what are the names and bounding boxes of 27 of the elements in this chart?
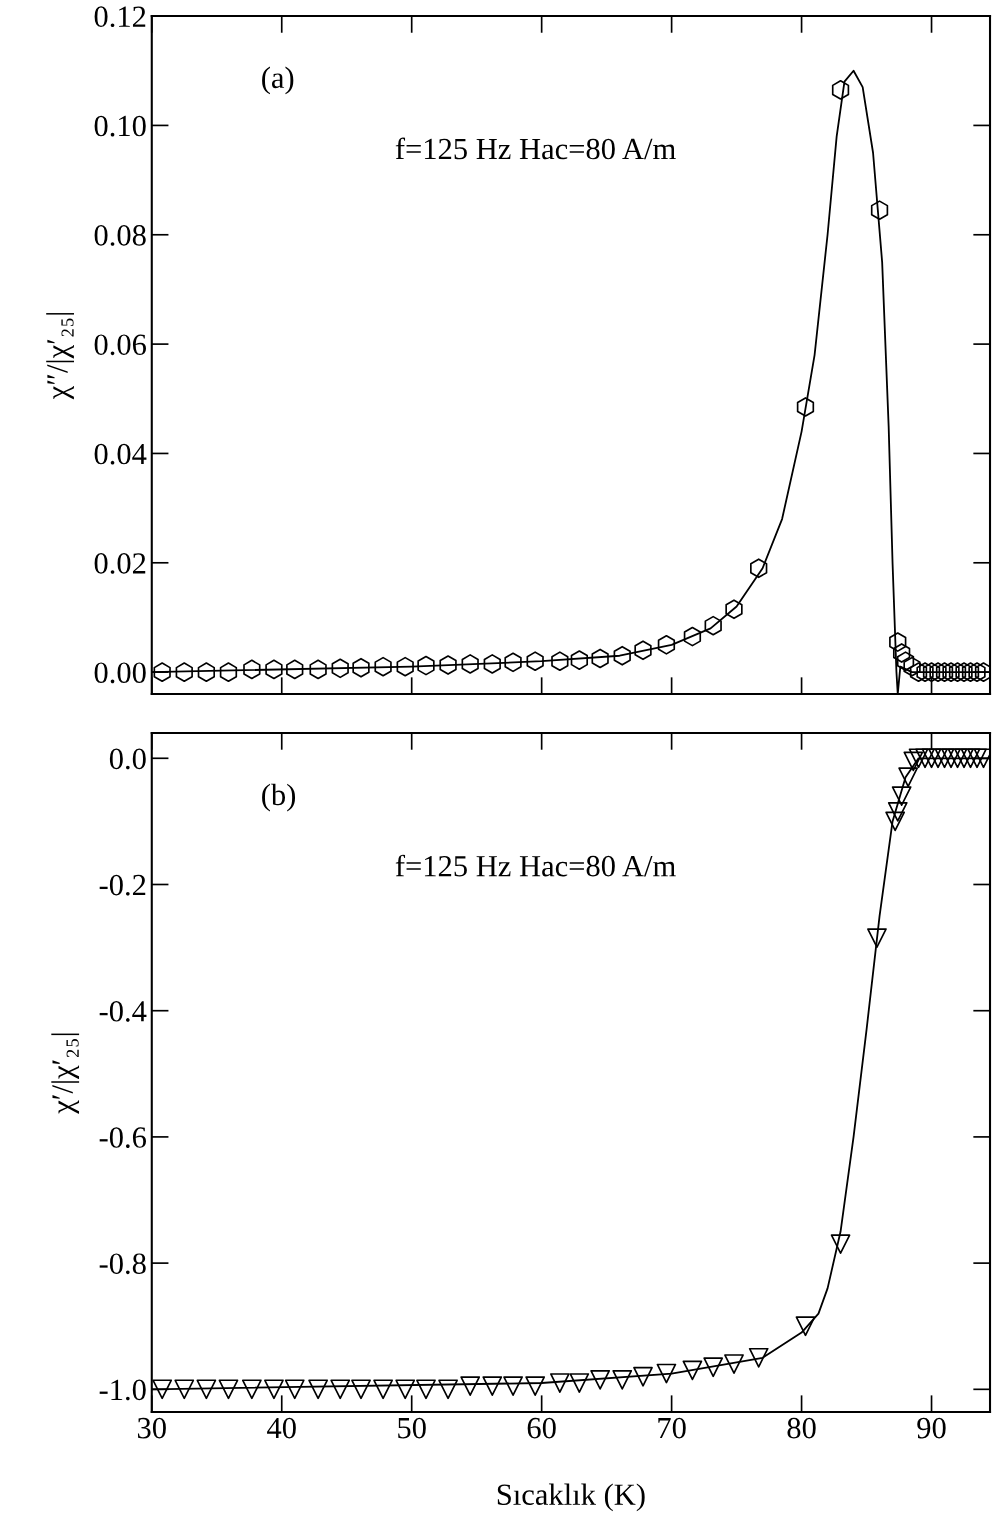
annotation: (b) [262,783,296,812]
annotation: (a) [262,66,294,95]
y-tick-label: 0.04 [94,443,147,465]
y-tick-label: -0.2 [99,874,146,896]
x-tick-label: 80 [787,1417,816,1439]
x-tick-label: 40 [267,1417,296,1439]
y-tick-label: -1.0 [99,1379,146,1401]
y-tick-label: 0.0 [109,748,146,770]
y-tick-label: 0.10 [94,115,146,137]
y-tick-label: 0.12 [94,6,146,28]
y-axis-title: χ′/|χ′₂₅| [51,1033,80,1114]
x-tick-label: 50 [398,1417,426,1439]
annotation: f=125 Hz Hac=80 A/m [395,854,676,877]
y-axis-title: χ″/|χ′₂₅| [46,313,74,400]
x-tick-label: 90 [917,1417,946,1439]
y-tick-label: -0.4 [99,1000,147,1022]
y-tick-label: 0.08 [94,225,146,246]
x-axis-title: Sıcaklık (K) [497,1483,645,1512]
y-tick-label: 0.02 [94,553,146,574]
y-tick-label: -0.8 [99,1253,146,1275]
x-tick-label: 60 [527,1417,556,1439]
y-tick-label: 0.06 [94,334,146,356]
annotation: f=125 Hz Hac=80 A/m [395,137,676,160]
x-tick-label: 30 [137,1417,166,1439]
y-tick-label: 0.00 [94,662,146,684]
x-tick-label: 70 [658,1417,686,1439]
y-tick-label: -0.6 [99,1127,146,1148]
